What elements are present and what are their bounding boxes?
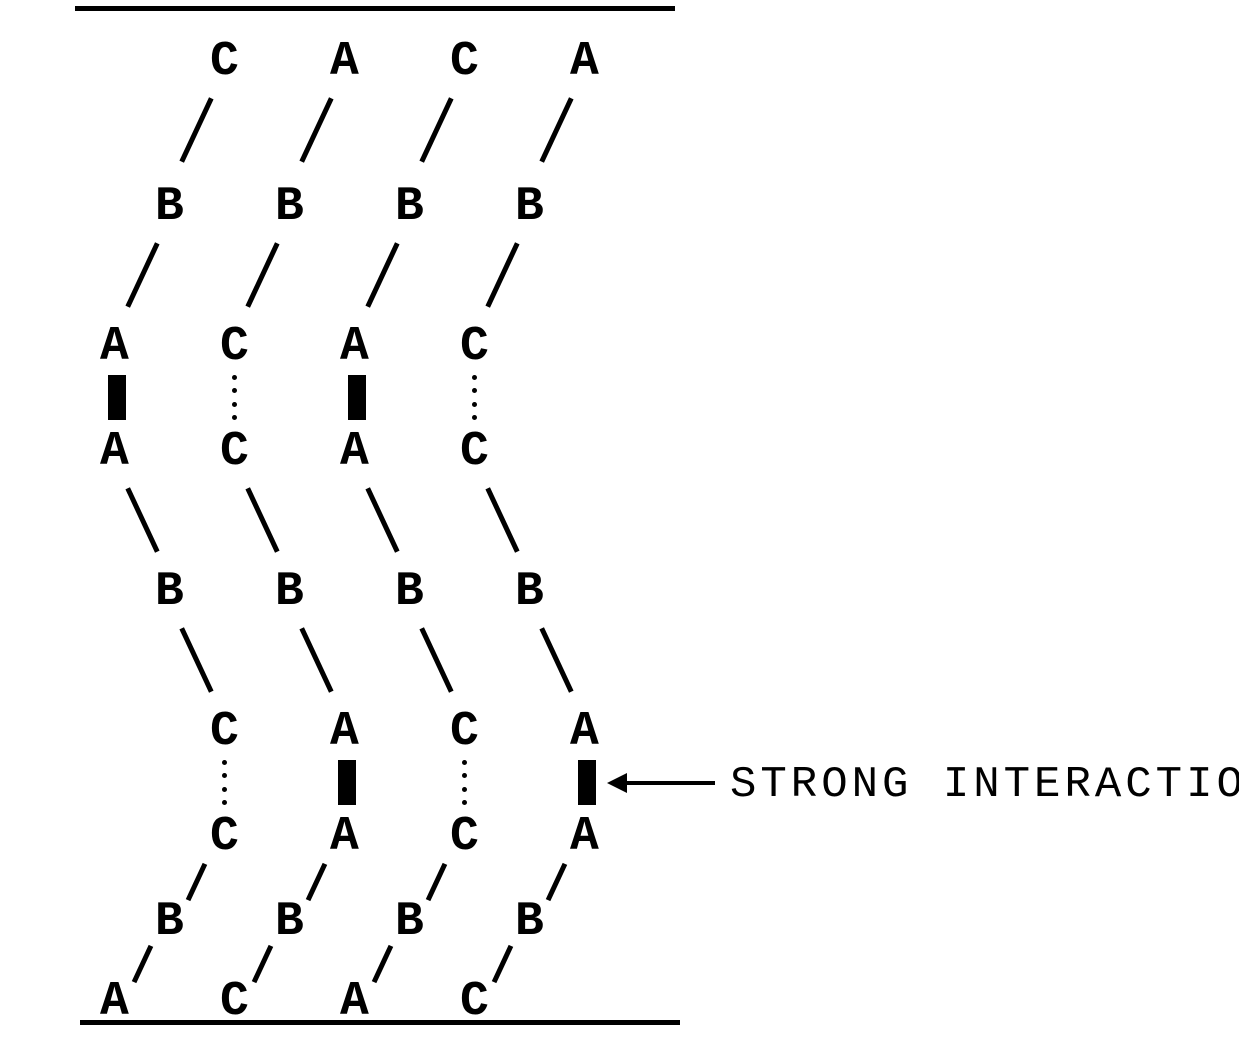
- node-letter: A: [340, 975, 371, 1029]
- node-letter: C: [210, 705, 241, 759]
- node-letter: A: [330, 35, 361, 89]
- connector-line: [179, 627, 213, 693]
- connector-line: [252, 945, 273, 983]
- node-letter: C: [220, 425, 251, 479]
- strong-bond: [338, 760, 356, 805]
- molecular-diagram: CACABBBBACACACACBBBBCACACACABBBBACACSTRO…: [0, 0, 1239, 1044]
- connector-line: [179, 97, 213, 163]
- connector-line: [546, 863, 567, 901]
- annotation-arrow: [625, 781, 715, 785]
- weak-bond: [222, 760, 227, 805]
- node-letter: A: [340, 320, 371, 374]
- node-letter: B: [155, 895, 186, 949]
- connector-line: [365, 487, 399, 553]
- node-letter: A: [570, 705, 601, 759]
- node-letter: C: [460, 975, 491, 1029]
- node-letter: A: [330, 810, 361, 864]
- connector-line: [419, 627, 453, 693]
- weak-bond: [232, 375, 237, 420]
- connector-line: [492, 945, 513, 983]
- connector-line: [299, 627, 333, 693]
- node-letter: A: [330, 705, 361, 759]
- node-letter: B: [515, 895, 546, 949]
- node-letter: C: [210, 810, 241, 864]
- node-letter: C: [450, 810, 481, 864]
- node-letter: B: [275, 895, 306, 949]
- connector-line: [306, 863, 327, 901]
- node-letter: B: [155, 565, 186, 619]
- node-letter: A: [100, 975, 131, 1029]
- connector-line: [539, 627, 573, 693]
- annotation-label: STRONG INTERACTION: [730, 760, 1239, 810]
- strong-bond: [108, 375, 126, 420]
- connector-line: [132, 945, 153, 983]
- node-letter: A: [100, 425, 131, 479]
- node-letter: B: [515, 180, 546, 234]
- node-letter: C: [450, 705, 481, 759]
- connector-line: [245, 242, 279, 308]
- connector-line: [485, 487, 519, 553]
- boundary-line: [80, 1020, 680, 1025]
- node-letter: B: [515, 565, 546, 619]
- strong-bond: [578, 760, 596, 805]
- arrow-head-icon: [607, 773, 627, 793]
- connector-line: [299, 97, 333, 163]
- connector-line: [419, 97, 453, 163]
- connector-line: [365, 242, 399, 308]
- strong-bond: [348, 375, 366, 420]
- weak-bond: [472, 375, 477, 420]
- connector-line: [426, 863, 447, 901]
- node-letter: C: [460, 320, 491, 374]
- connector-line: [485, 242, 519, 308]
- node-letter: A: [340, 425, 371, 479]
- node-letter: A: [100, 320, 131, 374]
- node-letter: B: [395, 565, 426, 619]
- node-letter: B: [275, 565, 306, 619]
- node-letter: A: [570, 35, 601, 89]
- node-letter: C: [220, 975, 251, 1029]
- weak-bond: [462, 760, 467, 805]
- boundary-line: [75, 6, 675, 11]
- node-letter: C: [460, 425, 491, 479]
- connector-line: [539, 97, 573, 163]
- node-letter: B: [395, 895, 426, 949]
- connector-line: [125, 242, 159, 308]
- connector-line: [125, 487, 159, 553]
- node-letter: B: [395, 180, 426, 234]
- node-letter: B: [155, 180, 186, 234]
- connector-line: [245, 487, 279, 553]
- connector-line: [186, 863, 207, 901]
- node-letter: C: [450, 35, 481, 89]
- connector-line: [372, 945, 393, 983]
- node-letter: B: [275, 180, 306, 234]
- node-letter: A: [570, 810, 601, 864]
- node-letter: C: [210, 35, 241, 89]
- node-letter: C: [220, 320, 251, 374]
